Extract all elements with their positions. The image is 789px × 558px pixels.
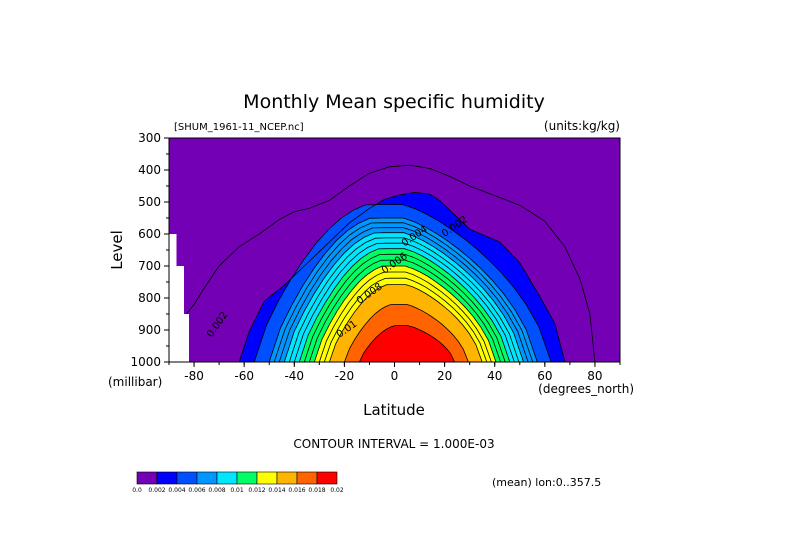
x-axis-unit: (degrees_north) bbox=[538, 382, 634, 396]
y-tick-label: 600 bbox=[138, 227, 161, 241]
colorbar-swatch bbox=[316, 471, 338, 485]
x-tick-label: -60 bbox=[234, 369, 254, 383]
x-tick-label: 0 bbox=[391, 369, 399, 383]
y-tick-label: 700 bbox=[138, 259, 161, 273]
footnote-text: (mean) lon:0..357.5 bbox=[492, 476, 601, 489]
x-axis-label: Latitude bbox=[363, 401, 425, 419]
contour-line bbox=[308, 259, 501, 363]
contour-band-9 bbox=[359, 325, 455, 362]
colorbar-label: 0.01 bbox=[230, 487, 244, 494]
contour-line bbox=[323, 277, 488, 363]
colorbar-swatch bbox=[236, 471, 258, 485]
y-tick-label: 500 bbox=[138, 195, 161, 209]
y-tick-label: 800 bbox=[138, 291, 161, 305]
contour-line bbox=[293, 242, 515, 363]
colorbar-swatch bbox=[136, 471, 158, 485]
colorbar-label: 0.002 bbox=[148, 487, 165, 494]
x-tick-label: 40 bbox=[487, 369, 502, 383]
y-axis: 300 400 500 600 700 800 900 1000 bbox=[130, 131, 169, 369]
x-tick-label: -40 bbox=[284, 369, 304, 383]
contour-line-outer bbox=[183, 164, 596, 363]
colorbar-label: 0.012 bbox=[248, 487, 265, 494]
chart-title: Monthly Mean specific humidity bbox=[243, 91, 545, 113]
colorbar-swatch bbox=[296, 471, 318, 485]
x-axis: -80 -60 -40 -20 0 20 40 60 80 bbox=[168, 362, 621, 383]
contour-line bbox=[253, 204, 552, 363]
colorbar-label: 0.004 bbox=[168, 487, 185, 494]
colorbar-swatch bbox=[156, 471, 178, 485]
colorbar-swatch bbox=[256, 471, 278, 485]
contour-line bbox=[288, 237, 520, 363]
colorbar-label: 0.006 bbox=[188, 487, 205, 494]
contour-line bbox=[329, 284, 483, 363]
contour-line bbox=[318, 271, 492, 363]
contour-line bbox=[303, 253, 506, 363]
y-tick-label: 400 bbox=[138, 163, 161, 177]
colorbar-swatch bbox=[176, 471, 198, 485]
x-tick-label: -80 bbox=[184, 369, 204, 383]
missing-data-region bbox=[169, 234, 189, 362]
contour-line bbox=[283, 232, 524, 363]
chart-subtitle-right: (units:kg/kg) bbox=[544, 119, 620, 133]
colorbar-label: 0.02 bbox=[330, 487, 344, 494]
x-tick-label: 20 bbox=[437, 369, 452, 383]
chart-subtitle-left: [SHUM_1961-11_NCEP.nc] bbox=[174, 122, 304, 133]
y-tick-label: 1000 bbox=[130, 355, 161, 369]
x-tick-label: -20 bbox=[335, 369, 355, 383]
contour-line bbox=[344, 304, 469, 363]
colorbar: 0.0 0.002 0.004 0.006 0.008 0.01 0.012 0.014 0.0… bbox=[132, 471, 344, 494]
contour-line bbox=[273, 222, 534, 363]
contour-line bbox=[298, 248, 511, 363]
x-tick-label: 60 bbox=[537, 369, 552, 383]
contour-line bbox=[359, 325, 455, 363]
contour-line bbox=[268, 217, 538, 363]
colorbar-label: 0.016 bbox=[288, 487, 305, 494]
colorbar-swatch bbox=[216, 471, 238, 485]
colorbar-label: 0.018 bbox=[308, 487, 325, 494]
colorbar-label: 0.0 bbox=[132, 487, 142, 494]
y-axis-label: Level bbox=[108, 230, 126, 270]
colorbar-label: 0.014 bbox=[268, 487, 285, 494]
colorbar-label: 0.008 bbox=[208, 487, 225, 494]
contour-line bbox=[313, 265, 497, 363]
contour-line bbox=[278, 227, 529, 363]
y-tick-label: 900 bbox=[138, 323, 161, 337]
colorbar-swatch bbox=[196, 471, 218, 485]
colorbar-swatch bbox=[276, 471, 298, 485]
x-tick-label: 80 bbox=[587, 369, 602, 383]
contour-interval-text: CONTOUR INTERVAL = 1.000E-03 bbox=[293, 437, 494, 451]
y-axis-unit: (millibar) bbox=[108, 375, 162, 389]
y-tick-label: 300 bbox=[138, 131, 161, 145]
